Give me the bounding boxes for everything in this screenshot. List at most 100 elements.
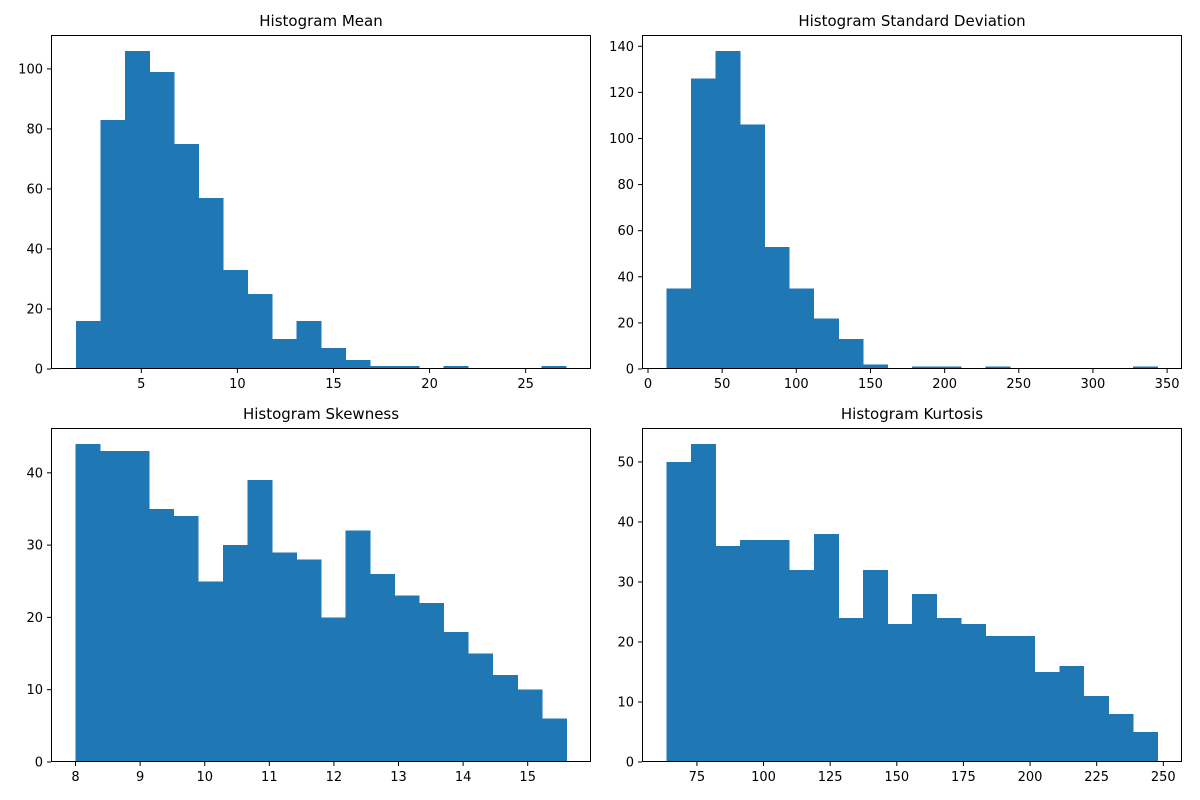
y-tick-label: 0: [626, 756, 634, 771]
x-tick-label: 200: [1018, 770, 1043, 785]
histogram-bar: [370, 574, 396, 762]
y-tick-label: 40: [617, 270, 634, 285]
histogram-bar: [541, 365, 567, 369]
x-tick-label: 100: [751, 770, 776, 785]
y-tick-label: 10: [26, 683, 43, 698]
histogram-bar: [789, 569, 815, 762]
y-tick-label: 80: [617, 178, 634, 193]
histogram-bar: [961, 623, 987, 762]
histogram-bar: [1059, 665, 1085, 762]
x-tick-label: 225: [1084, 770, 1109, 785]
histogram-panel-0: Histogram Mean 5 10 15 20 25 0 20 40 60 80 100: [18, 12, 591, 392]
chart-title: Histogram Skewness: [243, 405, 399, 423]
axes-frame: [51, 35, 591, 369]
y-tick-label: 100: [609, 132, 634, 147]
histogram-bar: [173, 516, 199, 762]
histogram-bar: [838, 617, 864, 762]
histogram-bar: [813, 533, 839, 762]
x-tick-label: 350: [1155, 377, 1180, 392]
histogram-bar: [715, 50, 741, 370]
histogram-bar: [1132, 366, 1158, 369]
y-tick-label: 20: [26, 302, 43, 317]
histogram-bar: [345, 530, 371, 762]
y-tick-label: 20: [26, 611, 43, 626]
x-tick-label: 250: [1006, 377, 1031, 392]
histogram-bar: [492, 675, 518, 762]
histogram-bar: [813, 318, 839, 369]
y-tick-label: 0: [35, 756, 43, 771]
histogram-bar: [468, 653, 494, 762]
y-tick-label: 20: [617, 316, 634, 331]
y-tick-label: 40: [617, 515, 634, 530]
histogram-bar: [912, 366, 937, 369]
histogram-bar: [764, 539, 790, 762]
histogram-bar: [149, 71, 175, 370]
histogram-bar: [247, 293, 273, 369]
histogram-bar: [1132, 731, 1158, 762]
histogram-bar: [370, 365, 395, 369]
histogram-bar: [691, 443, 717, 762]
y-tick-label: 0: [626, 363, 634, 378]
y-tick-label: 30: [26, 539, 43, 554]
x-tick-label: 200: [932, 377, 957, 392]
histogram-bar: [936, 366, 962, 369]
x-tick-label: 13: [390, 770, 407, 785]
chart-title: Histogram Mean: [259, 12, 382, 30]
x-tick-label: 150: [884, 770, 909, 785]
x-tick-label: 8: [71, 770, 79, 785]
x-tick-label: 15: [325, 377, 342, 392]
x-tick-label: 150: [858, 377, 883, 392]
x-tick-label: 10: [229, 377, 246, 392]
histogram-bar: [198, 581, 224, 762]
histogram-bar: [75, 443, 101, 762]
histogram-bar: [740, 539, 766, 762]
y-tick-label: 140: [609, 40, 634, 55]
x-tick-label: 5: [137, 377, 145, 392]
y-tick-label: 50: [617, 455, 634, 470]
chart-title: Histogram Standard Deviation: [798, 12, 1025, 30]
histogram-bar: [666, 288, 692, 369]
y-tick-label: 30: [617, 575, 634, 590]
x-tick-label: 175: [951, 770, 976, 785]
histogram-bar: [271, 552, 297, 762]
histogram-bar: [985, 635, 1011, 762]
histogram-bar: [222, 269, 248, 369]
histogram-bar: [173, 143, 199, 369]
histogram-bar: [100, 451, 126, 762]
histogram-bar: [912, 593, 937, 762]
histogram-bar: [75, 320, 101, 369]
histogram-bar: [222, 545, 248, 762]
histogram-bar: [1083, 695, 1109, 762]
axes-frame: [642, 428, 1182, 762]
histogram-bar: [1010, 635, 1036, 762]
y-tick-label: 120: [609, 86, 634, 101]
histogram-bar: [541, 718, 567, 762]
histogram-bar: [124, 451, 150, 762]
x-tick-label: 15: [519, 770, 536, 785]
x-tick-label: 0: [644, 377, 652, 392]
histogram-bar: [345, 359, 371, 369]
y-tick-label: 10: [617, 695, 634, 710]
x-tick-label: 12: [326, 770, 343, 785]
histogram-bar: [198, 197, 224, 369]
histogram-bar: [887, 623, 913, 762]
histogram-bar: [715, 545, 741, 762]
histogram-bar: [296, 559, 322, 762]
histogram-bar: [394, 595, 420, 762]
histogram-panel-2: Histogram Skewness 8 9 10 11 12 13 14 15 0 10 20 30 4…: [26, 405, 591, 785]
y-tick-label: 100: [18, 62, 43, 77]
histogram-bar: [764, 246, 790, 369]
histogram-bar: [247, 480, 273, 762]
x-tick-label: 300: [1081, 377, 1106, 392]
y-tick-label: 40: [26, 466, 43, 481]
histogram-bar: [100, 119, 126, 369]
histogram-bar: [517, 689, 543, 762]
histogram-bar: [691, 78, 717, 369]
x-tick-label: 75: [689, 770, 706, 785]
histogram-bar: [789, 288, 815, 369]
histogram-bar: [149, 508, 175, 762]
